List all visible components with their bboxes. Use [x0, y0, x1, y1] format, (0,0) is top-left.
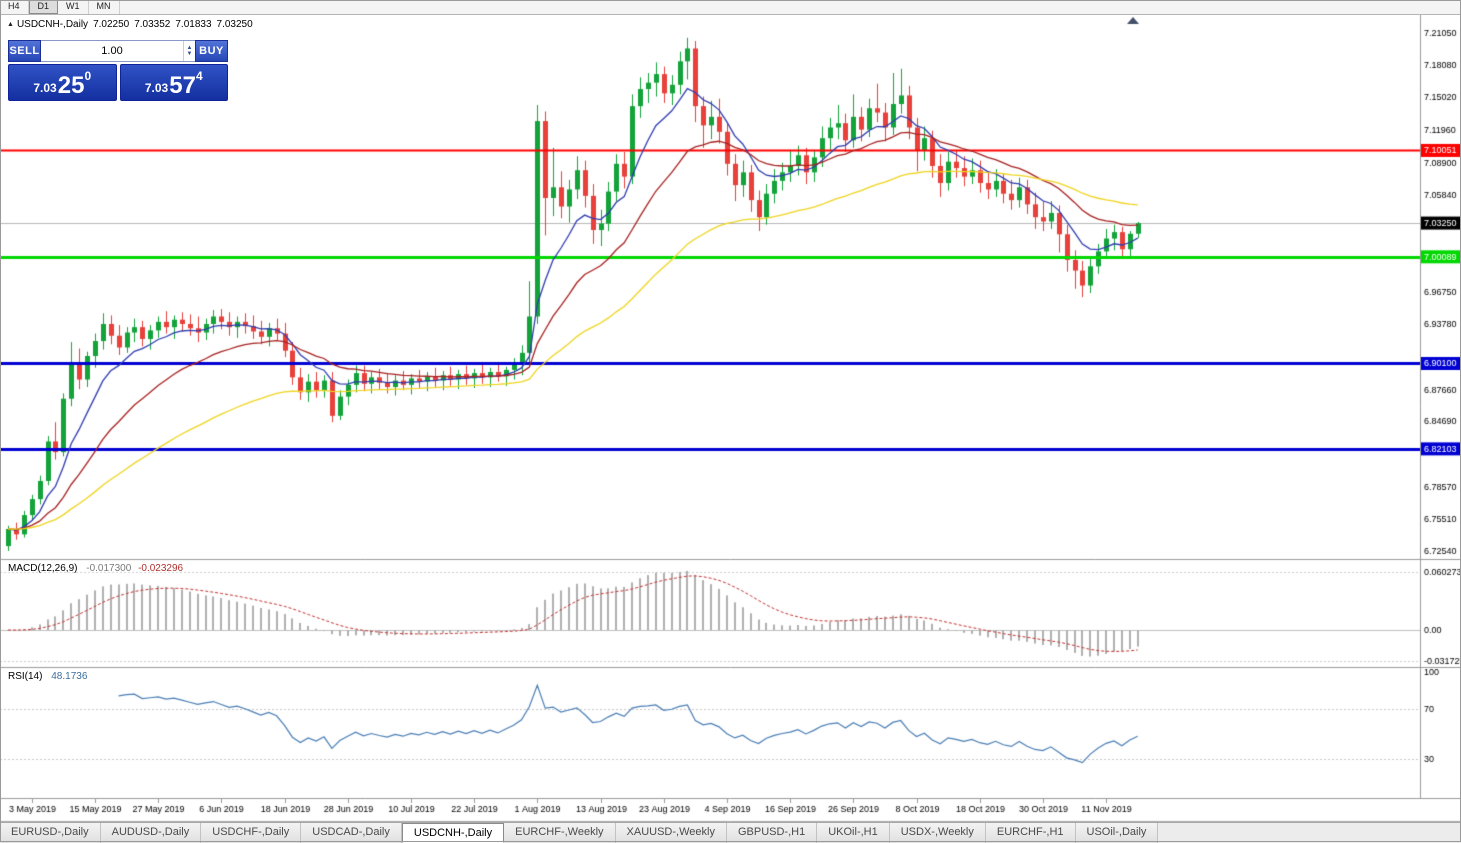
chart-title: ▲ USDCNH-,Daily 7.02250 7.03352 7.01833 7.032…: [7, 19, 253, 30]
ohlc-low: 7.01833: [175, 19, 212, 30]
volume-stepper[interactable]: ▲ ▼: [41, 40, 195, 62]
chart-tab-audusd-daily[interactable]: AUDUSD-,Daily: [100, 823, 202, 843]
ohlc-high: 7.03352: [134, 19, 171, 30]
buy-button[interactable]: BUY: [195, 40, 228, 62]
chart-tab-eurchf-h1[interactable]: EURCHF-,H1: [985, 823, 1076, 843]
sell-price-big: 25: [57, 72, 85, 99]
chart-icon: ▲: [7, 21, 14, 28]
macd-main-value: -0.017300: [86, 563, 132, 574]
volume-down-icon[interactable]: ▼: [186, 51, 193, 57]
sell-price-prefix: 7.03: [33, 81, 57, 95]
timeframe-button-d1[interactable]: D1: [28, 0, 59, 14]
timeframe-button-h4[interactable]: H4: [0, 0, 29, 14]
chart-tab-usdchf-daily[interactable]: USDCHF-,Daily: [201, 823, 302, 843]
buy-price-prefix: 7.03: [144, 81, 169, 95]
chart-tab-usdx-weekly[interactable]: USDX-,Weekly: [889, 823, 986, 843]
chart-tab-eurusd-daily[interactable]: EURUSD-,Daily: [0, 823, 101, 843]
chart-tab-usdcnh-daily[interactable]: USDCNH-,Daily: [401, 823, 505, 843]
sell-button[interactable]: SELL: [8, 40, 41, 62]
buy-price-sup: 4: [195, 69, 203, 83]
macd-signal-value: -0.023296: [138, 563, 184, 574]
chart-tab-xauusd-weekly[interactable]: XAUUSD-,Weekly: [615, 823, 727, 843]
volume-up-icon[interactable]: ▲: [186, 45, 193, 51]
chart-tab-bar: EURUSD-,Daily AUDUSD-,Daily USDCHF-,Daily U…: [0, 822, 1461, 843]
buy-price-button[interactable]: 7.03 57 4: [119, 64, 228, 101]
rsi-name: RSI(14): [8, 671, 43, 682]
chart-tab-ukoil-h1[interactable]: UKOil-,H1: [817, 823, 890, 843]
chart-symbol-label: USDCNH-,Daily: [16, 19, 89, 30]
macd-name: MACD(12,26,9): [8, 563, 78, 574]
chart-tab-gbpusd-h1[interactable]: GBPUSD-,H1: [726, 823, 818, 843]
volume-input[interactable]: [41, 41, 183, 61]
volume-spinner[interactable]: ▲ ▼: [183, 41, 195, 61]
macd-indicator-label: MACD(12,26,9) -0.017300 -0.023296: [8, 563, 183, 574]
rsi-value: 48.1736: [51, 671, 88, 682]
chart-tab-usdcad-daily[interactable]: USDCAD-,Daily: [301, 823, 402, 843]
sell-price-sup: 0: [84, 69, 92, 83]
chart-tab-eurchf-weekly[interactable]: EURCHF-,Weekly: [504, 823, 616, 843]
rsi-indicator-label: RSI(14) 48.1736: [8, 671, 87, 682]
timeframe-button-w1[interactable]: W1: [58, 0, 89, 14]
chart-tab-usoil-daily[interactable]: USOil-,Daily: [1075, 823, 1159, 843]
timeframe-button-mn[interactable]: MN: [88, 0, 120, 14]
timeframe-toolbar: H4 D1 W1 MN: [0, 0, 1461, 15]
ohlc-close: 7.03250: [216, 19, 253, 30]
ohlc-open: 7.02250: [93, 19, 130, 30]
buy-price-big: 57: [169, 72, 196, 99]
sell-price-button[interactable]: 7.03 25 0: [8, 64, 117, 101]
